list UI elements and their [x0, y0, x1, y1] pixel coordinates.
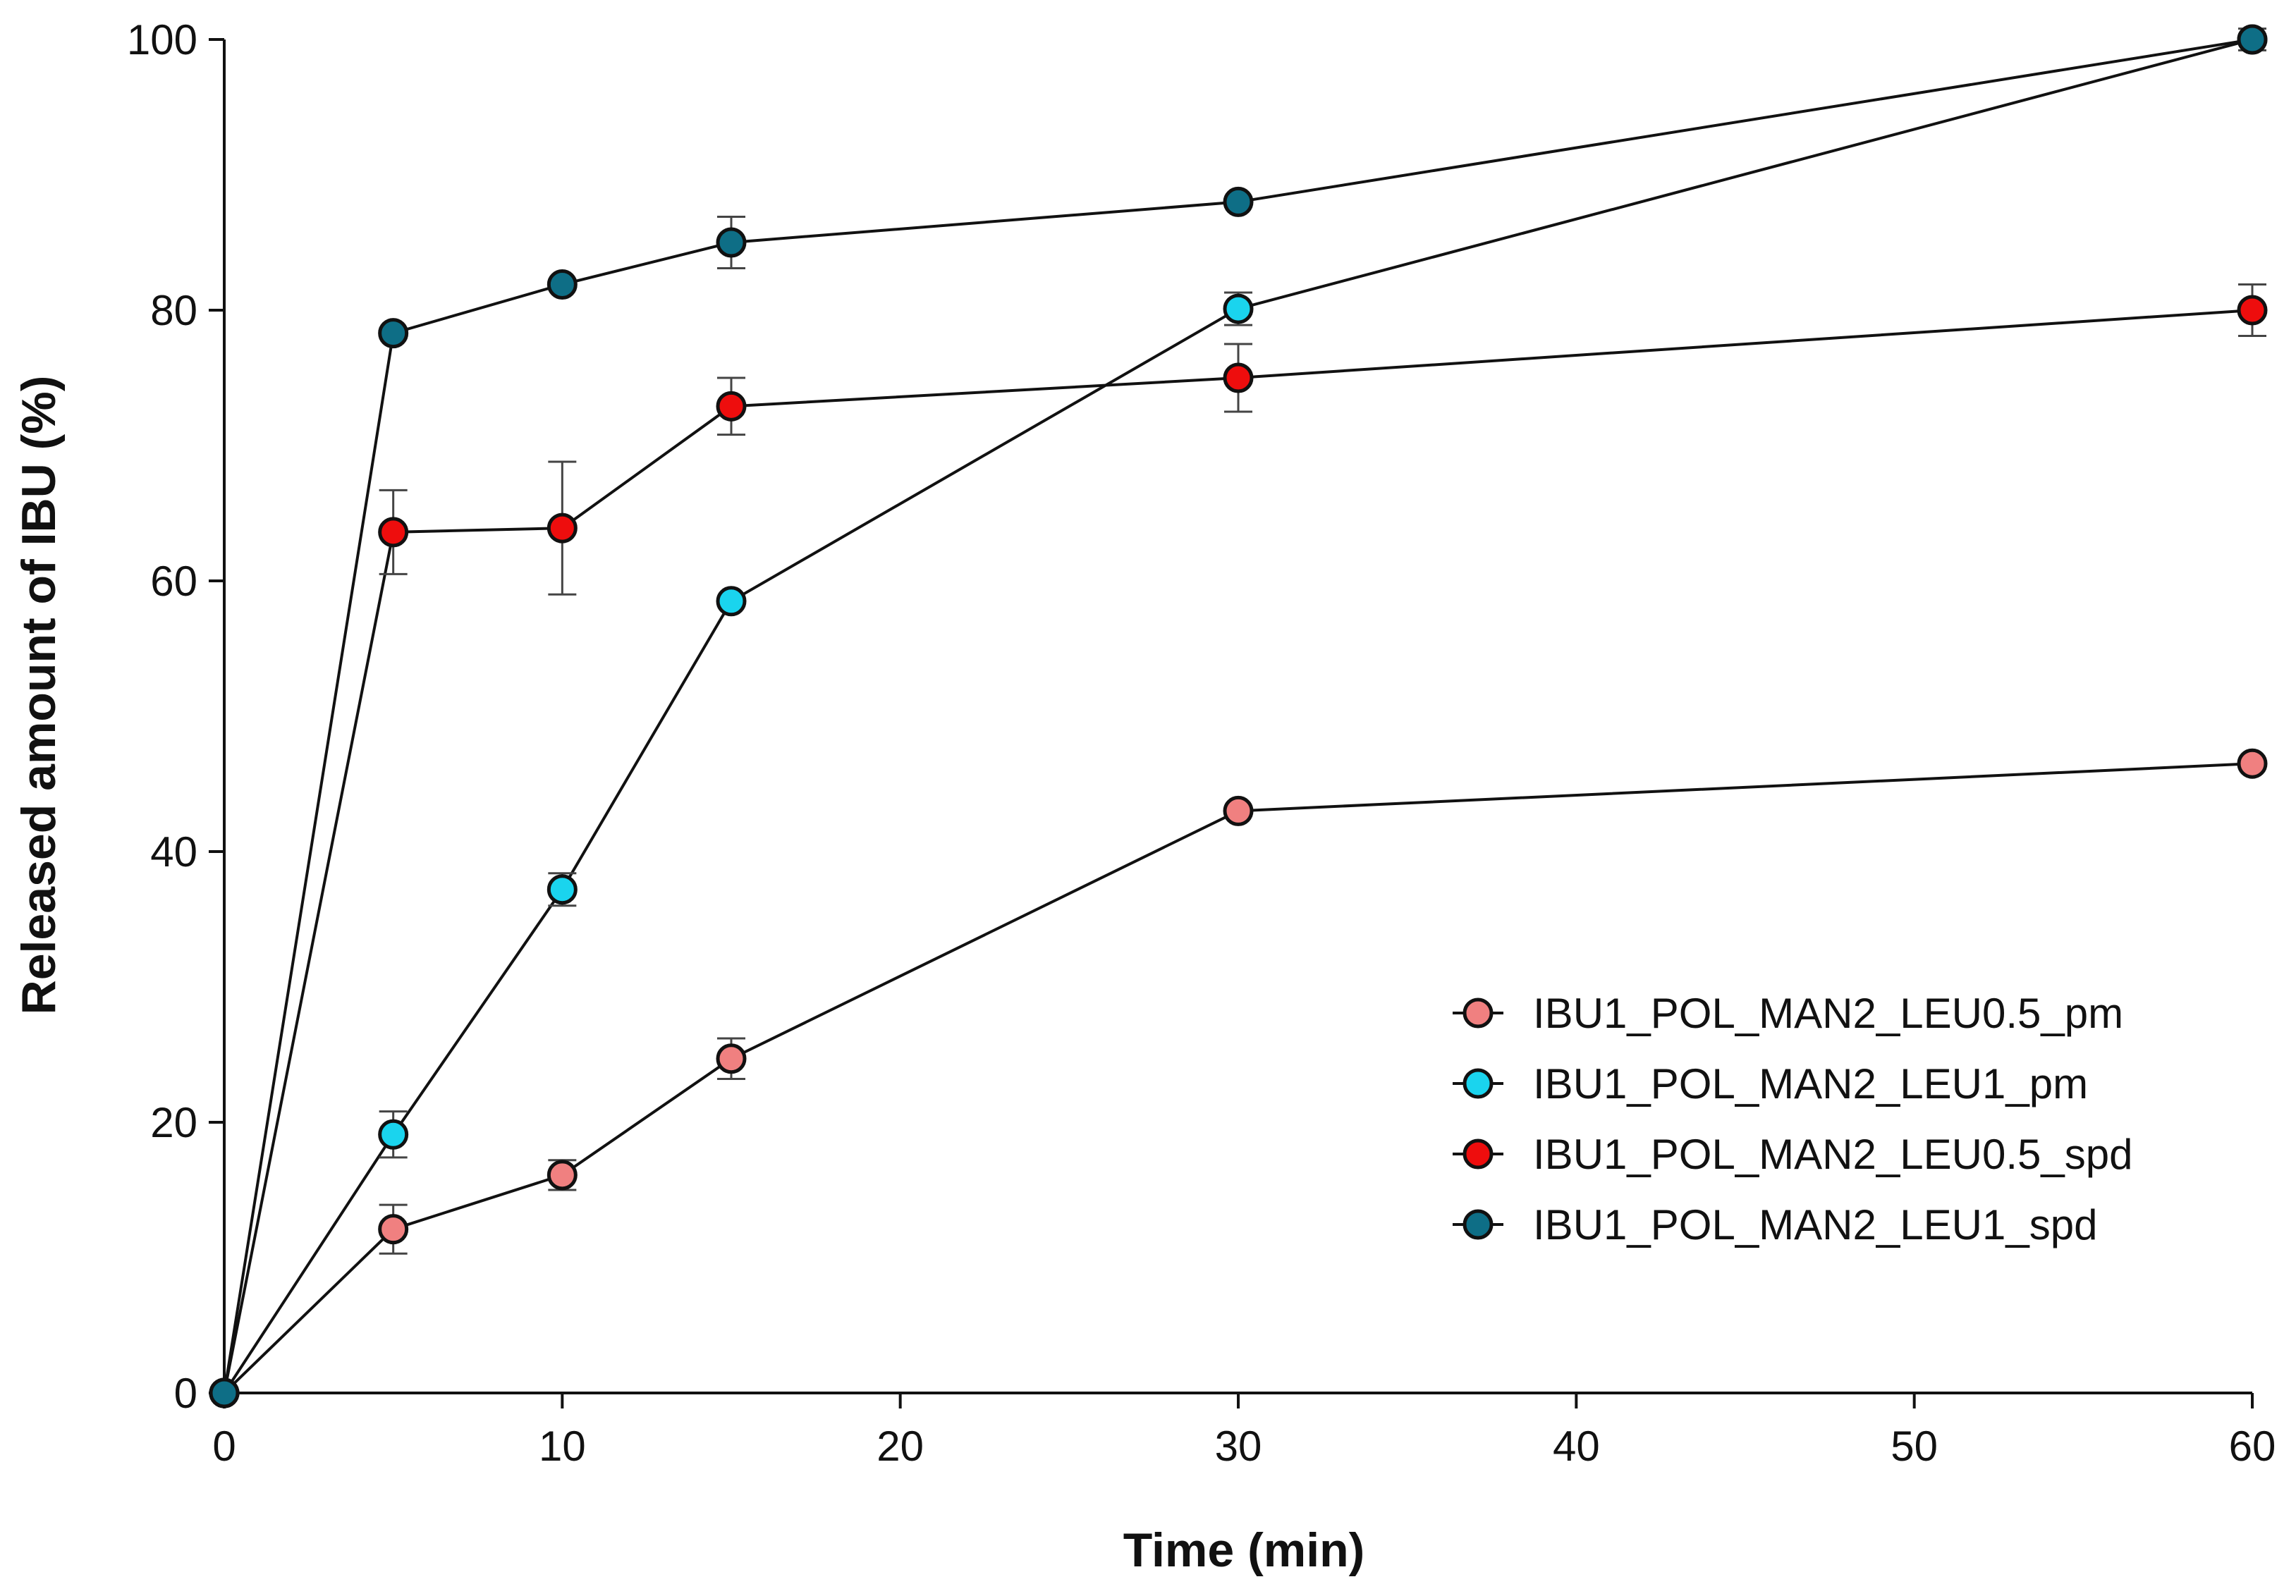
legend-label: IBU1_POL_MAN2_LEU1_pm [1533, 1060, 2088, 1107]
series-line [223, 762, 2253, 1394]
data-point [2237, 24, 2268, 55]
y-axis-title: Released amount of IBU (%) [12, 376, 66, 1015]
data-point [378, 517, 409, 548]
x-tick-label: 40 [1553, 1423, 1600, 1470]
x-tick-label: 30 [1215, 1423, 1262, 1470]
y-tick-label: 40 [150, 828, 197, 876]
data-point [716, 1043, 747, 1074]
legend-item: IBU1_POL_MAN2_LEU1_pm [1453, 1060, 2088, 1107]
legend-marker [1463, 998, 1494, 1029]
data-point [209, 1377, 240, 1408]
y-tick-label: 100 [127, 16, 197, 63]
legend-item: IBU1_POL_MAN2_LEU0.5_pm [1453, 990, 2123, 1037]
series-2 [209, 24, 2268, 1408]
series-line [223, 38, 2253, 1394]
data-point [378, 318, 409, 349]
y-tick-label: 60 [150, 558, 197, 605]
x-tick-label: 20 [877, 1423, 924, 1470]
data-point [1223, 186, 1254, 217]
y-tick-label: 0 [174, 1370, 197, 1417]
data-point [2237, 748, 2268, 779]
x-tick-label: 10 [539, 1423, 586, 1470]
data-point [378, 1214, 409, 1245]
data-point [546, 1160, 578, 1191]
axes: 0 10 20 30 40 50 60 0 20 40 60 80 100 [127, 16, 2276, 1470]
y-tick-label: 80 [150, 287, 197, 334]
legend-marker [1463, 1209, 1494, 1240]
legend-item: IBU1_POL_MAN2_LEU0.5_spd [1453, 1131, 2133, 1178]
data-point [1223, 293, 1254, 324]
data-point [2237, 295, 2268, 326]
data-point [546, 512, 578, 544]
series-layer [209, 24, 2268, 1408]
legend-label: IBU1_POL_MAN2_LEU1_spd [1533, 1201, 2097, 1248]
series-line [223, 309, 2253, 1394]
x-tick-label: 60 [2229, 1423, 2276, 1470]
legend: IBU1_POL_MAN2_LEU0.5_pm IBU1_POL_MAN2_LEU… [1453, 990, 2133, 1248]
legend-label: IBU1_POL_MAN2_LEU0.5_pm [1533, 990, 2123, 1037]
series-3 [209, 283, 2268, 1408]
data-point [546, 874, 578, 905]
series-line [223, 38, 2253, 1394]
legend-marker [1463, 1138, 1494, 1170]
series-4 [209, 24, 2268, 1408]
legend-label: IBU1_POL_MAN2_LEU0.5_spd [1533, 1131, 2133, 1178]
data-point [716, 227, 747, 258]
x-tick-label: 50 [1891, 1423, 1938, 1470]
data-point [378, 1119, 409, 1150]
data-point [546, 269, 578, 300]
data-point [1223, 795, 1254, 826]
data-point [716, 391, 747, 422]
data-point [1223, 362, 1254, 393]
legend-item: IBU1_POL_MAN2_LEU1_spd [1453, 1201, 2097, 1248]
legend-marker [1463, 1068, 1494, 1099]
x-axis-title: Time (min) [1123, 1523, 1365, 1577]
x-tick-label: 0 [212, 1423, 236, 1470]
y-tick-label: 20 [150, 1099, 197, 1146]
data-point [716, 586, 747, 617]
